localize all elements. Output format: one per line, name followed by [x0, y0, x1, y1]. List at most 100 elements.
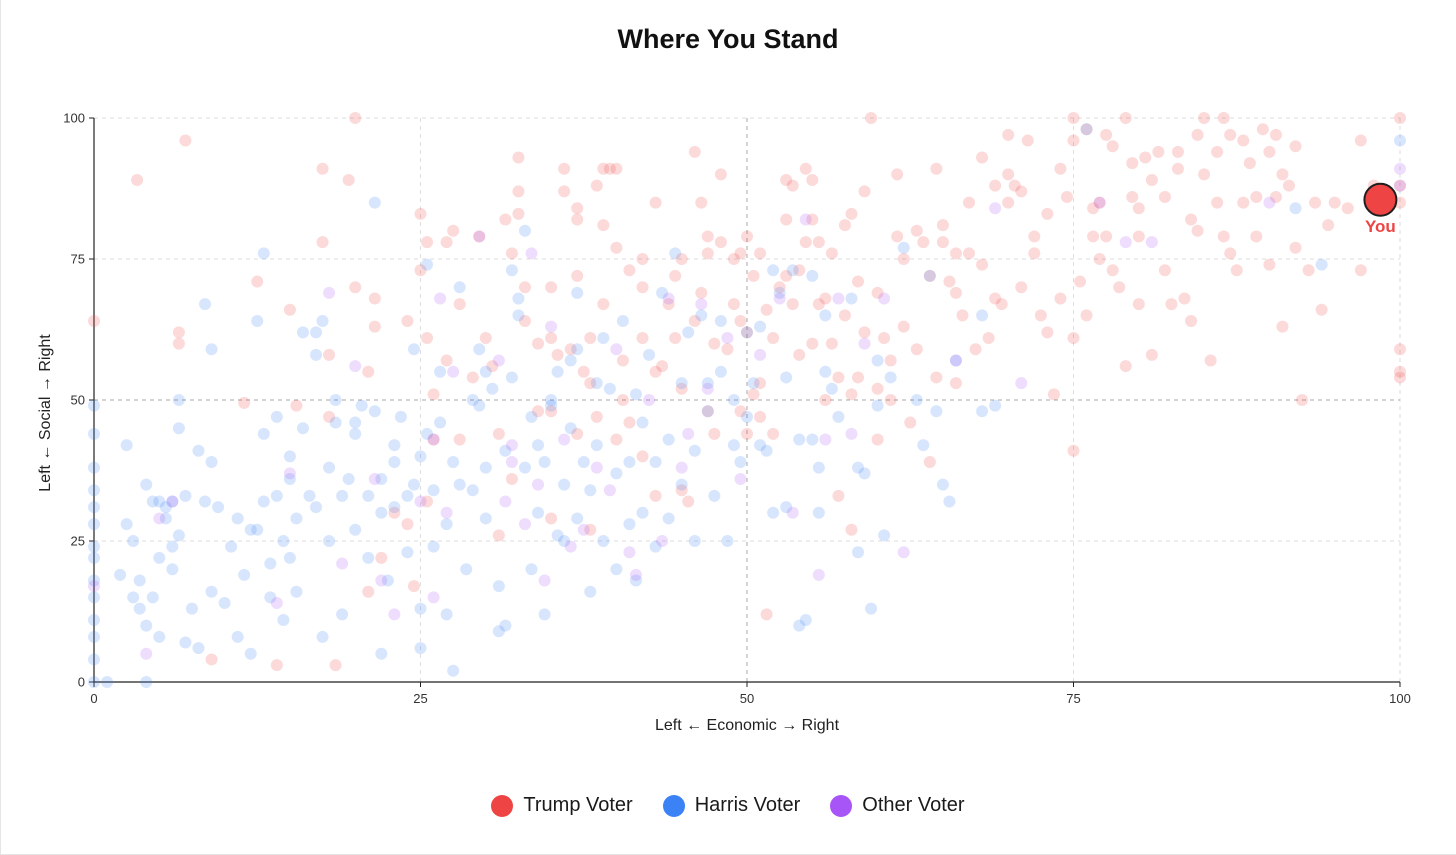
data-point [257, 495, 270, 508]
data-point [799, 213, 812, 226]
data-point [747, 269, 760, 282]
data-point [1047, 388, 1060, 401]
data-point [453, 478, 466, 491]
data-point [858, 467, 871, 480]
data-point [545, 405, 558, 418]
data-point [976, 258, 989, 271]
data-point [727, 439, 740, 452]
data-point [1394, 179, 1406, 192]
data-point [172, 326, 185, 339]
data-point [701, 405, 714, 418]
data-point [812, 568, 825, 581]
data-point [656, 360, 669, 373]
data-point [349, 360, 362, 373]
data-point [675, 382, 688, 395]
data-point [590, 439, 603, 452]
data-point [1132, 202, 1145, 215]
data-point [669, 331, 682, 344]
data-point [336, 489, 349, 502]
data-point [1126, 190, 1139, 203]
data-point [564, 540, 577, 553]
data-point [603, 382, 616, 395]
data-point [434, 365, 447, 378]
data-point [518, 315, 531, 328]
data-point [349, 523, 362, 536]
data-point [466, 394, 479, 406]
data-point [806, 213, 819, 226]
data-point [88, 580, 100, 593]
x-tick-label-75: 75 [1066, 691, 1080, 706]
data-point [949, 247, 962, 260]
data-point [943, 495, 956, 508]
data-point [264, 591, 277, 604]
data-point [1145, 236, 1158, 249]
data-point [1263, 145, 1276, 158]
data-point [505, 247, 518, 260]
data-point [682, 427, 695, 440]
data-point [669, 247, 682, 260]
data-point [832, 489, 845, 502]
data-point [1394, 162, 1406, 175]
data-point [532, 439, 545, 452]
data-point [858, 185, 871, 198]
data-point [323, 461, 336, 474]
data-point [414, 264, 427, 277]
data-point [1106, 140, 1119, 153]
data-point [1263, 196, 1276, 209]
data-point [479, 512, 492, 525]
data-point [891, 230, 904, 243]
chart-title: Where You Stand [617, 24, 839, 54]
legend-item-other[interactable]: Other Voter [830, 794, 965, 817]
data-point [930, 405, 943, 418]
data-point [153, 630, 166, 643]
data-point [427, 433, 440, 446]
data-point [127, 591, 140, 604]
data-point [427, 591, 440, 604]
data-point [1211, 145, 1224, 158]
data-point [414, 602, 427, 615]
data-point [741, 230, 753, 243]
data-point [336, 557, 349, 570]
data-point [368, 472, 381, 485]
data-point [447, 664, 460, 677]
data-point [786, 179, 799, 192]
data-point [558, 185, 571, 198]
data-point [329, 394, 342, 406]
legend-item-trump[interactable]: Trump Voter [491, 794, 633, 817]
data-point [407, 478, 420, 491]
data-point [603, 162, 616, 175]
data-point [1080, 123, 1093, 136]
data-point [1250, 190, 1263, 203]
data-point [545, 281, 558, 294]
data-point [492, 529, 505, 542]
data-point [852, 371, 865, 384]
legend-dot-other [830, 794, 853, 817]
data-point [310, 326, 323, 339]
data-point [532, 405, 545, 418]
data-point [166, 563, 179, 576]
data-point [368, 320, 381, 333]
data-point [1394, 134, 1406, 147]
data-point [688, 535, 701, 547]
data-point [505, 472, 518, 485]
data-point [838, 309, 851, 322]
data-point [930, 162, 943, 175]
data-point [786, 298, 799, 311]
data-point [760, 444, 773, 457]
data-point [858, 326, 871, 339]
you-marker[interactable] [1363, 182, 1398, 217]
y-tick-label-100: 100 [63, 111, 85, 126]
data-point [440, 354, 453, 367]
legend-item-harris[interactable]: Harris Voter [662, 794, 800, 817]
data-point [806, 269, 819, 282]
data-point [623, 264, 636, 277]
data-point [682, 495, 695, 508]
data-point [362, 585, 375, 598]
data-point [453, 281, 466, 294]
data-point [727, 298, 740, 311]
data-point [949, 286, 962, 299]
data-point [238, 396, 251, 409]
data-point [865, 602, 878, 615]
data-point [251, 315, 264, 328]
data-point [1315, 303, 1328, 316]
